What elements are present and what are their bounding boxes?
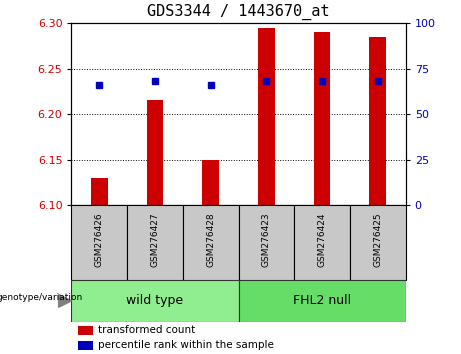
- Bar: [78, 326, 93, 335]
- Bar: [238, 280, 406, 322]
- Bar: [127, 205, 183, 280]
- Text: GSM276424: GSM276424: [318, 213, 327, 267]
- Text: genotype/variation: genotype/variation: [0, 293, 83, 302]
- Bar: [314, 32, 331, 205]
- Bar: [202, 160, 219, 205]
- Title: GDS3344 / 1443670_at: GDS3344 / 1443670_at: [148, 4, 330, 20]
- Text: GSM276423: GSM276423: [262, 213, 271, 267]
- Bar: [238, 205, 294, 280]
- Bar: [294, 205, 350, 280]
- Bar: [71, 280, 239, 322]
- Bar: [350, 205, 406, 280]
- Bar: [258, 28, 275, 205]
- Bar: [71, 205, 127, 280]
- Text: percentile rank within the sample: percentile rank within the sample: [98, 341, 274, 350]
- Text: GSM276428: GSM276428: [206, 213, 215, 267]
- Text: GSM276426: GSM276426: [95, 213, 104, 267]
- Bar: [369, 37, 386, 205]
- Text: FHL2 null: FHL2 null: [293, 295, 351, 307]
- Polygon shape: [59, 295, 71, 307]
- Text: transformed count: transformed count: [98, 325, 195, 336]
- Text: GSM276427: GSM276427: [150, 213, 160, 267]
- Bar: [183, 205, 238, 280]
- Text: wild type: wild type: [126, 295, 183, 307]
- Bar: [147, 101, 163, 205]
- Bar: [78, 341, 93, 350]
- Text: GSM276425: GSM276425: [373, 213, 382, 267]
- Bar: [91, 178, 108, 205]
